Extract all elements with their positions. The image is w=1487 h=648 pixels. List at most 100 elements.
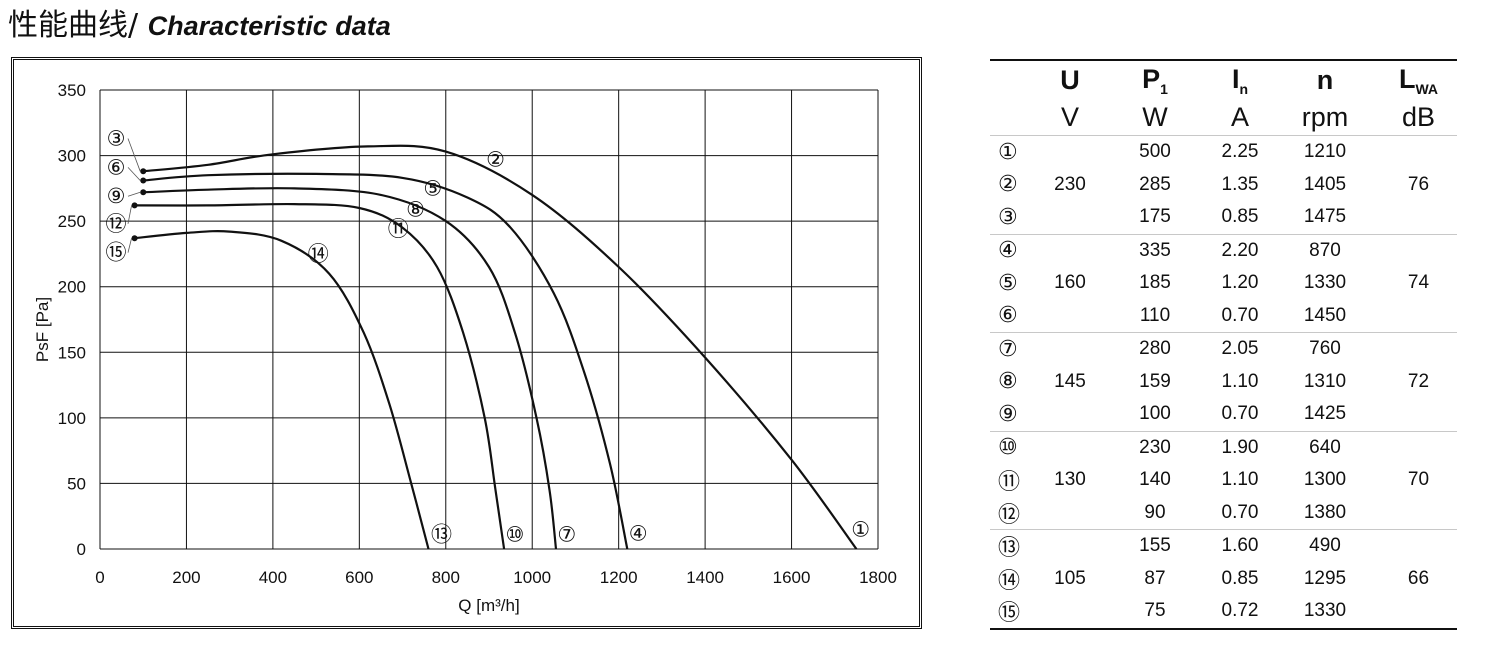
cell-voltage: 130 (1054, 469, 1086, 491)
row-id: ⑩ (990, 430, 1040, 464)
cell-voltage (1040, 529, 1100, 563)
cell-current: 0.85 (1221, 206, 1259, 228)
cell-voltage (1040, 300, 1100, 333)
series-start-point (131, 202, 138, 209)
leader-line (127, 205, 132, 224)
cell-sound (1380, 300, 1457, 333)
x-tick-label: 1600 (773, 568, 811, 587)
cell-sound (1380, 398, 1457, 431)
series-line (143, 144, 858, 550)
x-tick-label: 1400 (686, 568, 724, 587)
cell-power: 140 (1139, 469, 1171, 491)
start-label: ⑫ (106, 212, 127, 236)
table-row: ⑬ 155 1.60 490 (990, 529, 1457, 563)
curve-label: ⑬ (431, 523, 452, 547)
x-tick-label: 800 (432, 568, 460, 587)
curve-label: ② (486, 148, 505, 172)
y-tick-label: 350 (58, 81, 86, 100)
y-tick-label: 150 (58, 343, 86, 362)
cell-voltage: 145 (1054, 370, 1086, 392)
cell-speed: 1425 (1303, 403, 1347, 425)
table-row: ⑤ 160 185 1.20 1330 74 (990, 267, 1457, 300)
cell-speed: 1300 (1303, 469, 1347, 491)
cell-current: 0.70 (1221, 403, 1259, 425)
cell-current: 0.70 (1221, 304, 1259, 326)
cell-sound: 72 (1407, 370, 1430, 392)
row-id: ③ (998, 204, 1018, 230)
header-unit: A (1230, 101, 1249, 132)
table-row: ⑫ 90 0.70 1380 (990, 497, 1457, 530)
row-id: ⑫ (998, 502, 1021, 528)
series-line (143, 187, 558, 550)
series-line (134, 230, 430, 550)
curve-label: ⑪ (388, 217, 409, 241)
cell-speed: 1295 (1303, 567, 1347, 589)
cell-voltage (1040, 233, 1100, 267)
curve-label: ⑤ (423, 176, 442, 200)
cell-speed: 870 (1270, 233, 1380, 267)
table-row: ② 230 285 1.35 1405 76 (990, 169, 1457, 202)
x-tick-label: 1800 (859, 568, 897, 587)
cell-sound: 74 (1407, 272, 1430, 294)
header-symbol: LWA (1380, 60, 1457, 99)
start-label: ③ (107, 127, 126, 151)
cell-speed: 1330 (1303, 600, 1347, 622)
cell-sound (1380, 233, 1457, 267)
x-tick-label: 0 (95, 568, 104, 587)
curve-label: ① (851, 517, 870, 541)
table-header-symbols: U P1 In n LWA (990, 60, 1457, 99)
y-axis-title: PsF [Pa] (33, 297, 52, 362)
cell-speed: 1210 (1270, 135, 1380, 169)
series-start-point (140, 189, 147, 196)
cell-voltage (1040, 595, 1100, 629)
y-tick-label: 0 (77, 540, 86, 559)
cell-power: 100 (1139, 403, 1171, 425)
cell-sound: 76 (1407, 173, 1430, 195)
series-start-point (140, 168, 147, 175)
cell-voltage: 160 (1054, 272, 1086, 294)
table-row: ④ 335 2.20 870 (990, 233, 1457, 267)
cell-current: 0.72 (1221, 600, 1259, 622)
cell-current: 2.05 (1210, 332, 1270, 366)
cell-sound (1380, 201, 1457, 234)
cell-voltage: 105 (1054, 567, 1086, 589)
header-symbol-sub: 1 (1160, 80, 1168, 97)
cell-power: 90 (1144, 501, 1166, 523)
header-symbol-main: n (1316, 64, 1334, 95)
curve-label: ⑧ (406, 197, 425, 221)
start-label: ⑮ (106, 241, 127, 265)
start-label: ⑥ (107, 155, 126, 179)
cell-speed: 1475 (1303, 206, 1347, 228)
header-symbol: In (1210, 60, 1270, 99)
header-symbol-sub: n (1239, 80, 1249, 97)
cell-current: 1.35 (1221, 173, 1259, 195)
series-line (134, 202, 506, 550)
table-row: ③ 175 0.85 1475 (990, 201, 1457, 234)
cell-power: 175 (1139, 206, 1171, 228)
cell-speed: 760 (1270, 332, 1380, 366)
cell-sound: 66 (1407, 567, 1430, 589)
cell-current: 2.20 (1210, 233, 1270, 267)
leader-line (127, 191, 141, 197)
cell-speed: 1380 (1303, 501, 1347, 523)
row-id: ⑦ (990, 332, 1040, 366)
cell-sound (1380, 529, 1457, 563)
cell-current: 0.70 (1221, 501, 1259, 523)
cell-current: 1.60 (1210, 529, 1270, 563)
cell-speed: 640 (1270, 430, 1380, 464)
curve-label: ④ (629, 521, 648, 545)
row-id: ⑧ (998, 369, 1018, 395)
header-symbol: P1 (1100, 60, 1210, 99)
cell-power: 500 (1100, 135, 1210, 169)
cell-speed: 1330 (1303, 272, 1347, 294)
header-symbol-main: L (1398, 63, 1416, 94)
table-row: ⑩ 230 1.90 640 (990, 430, 1457, 464)
x-axis-title: Q [m³/h] (458, 596, 519, 615)
header-blank (990, 60, 1040, 99)
header-symbol-main: P (1142, 63, 1161, 94)
y-tick-label: 250 (58, 212, 86, 231)
table-row: ⑧ 145 159 1.10 1310 72 (990, 366, 1457, 399)
y-tick-label: 300 (58, 147, 86, 166)
x-tick-label: 400 (259, 568, 287, 587)
row-id: ② (998, 172, 1018, 198)
